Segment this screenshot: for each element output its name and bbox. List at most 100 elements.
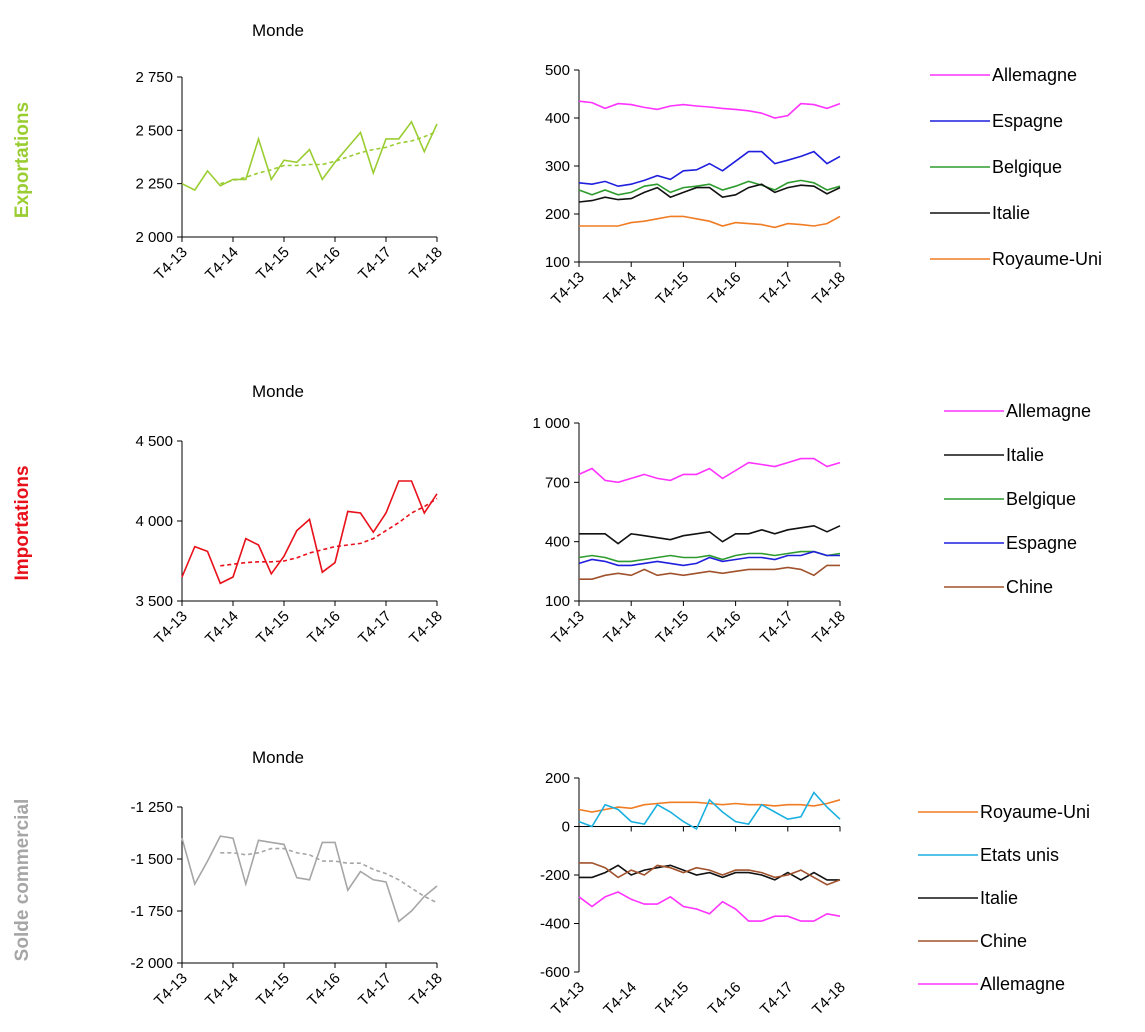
x-tick-label: T4-15 xyxy=(652,979,692,1019)
series-line-espagne xyxy=(578,150,841,188)
series-line-italie xyxy=(579,524,841,545)
y-tick-label: 4 000 xyxy=(135,513,173,530)
x-tick-label: T4-17 xyxy=(757,979,797,1019)
legend-label: Belgique xyxy=(1006,489,1076,509)
x-tick-label: T4-15 xyxy=(652,269,692,309)
y-tick-label: 4 500 xyxy=(135,433,173,450)
row-label-1: Exportations xyxy=(12,102,33,218)
y-tick-label: 200 xyxy=(545,206,570,223)
x-tick-label: T4-15 xyxy=(253,244,293,284)
x-tick-label: T4-13 xyxy=(151,970,191,1010)
legend-label: Allemagne xyxy=(1006,401,1091,421)
x-tick-label: T4-15 xyxy=(652,608,692,648)
x-tick-label: T4-17 xyxy=(757,269,797,309)
series-line-belgique xyxy=(578,550,841,563)
chart-panel-3: Monde 3 500 4 000 4 500 T4-13 T4-14 T4-15 T4-16… xyxy=(135,382,445,648)
y-tick-label: 2 250 xyxy=(135,176,173,193)
row-label-3: Solde commercial xyxy=(12,799,33,962)
y-tick-label: 500 xyxy=(545,62,570,79)
x-tick-label: T4-15 xyxy=(253,970,293,1010)
series-line-royaume-uni xyxy=(579,215,841,229)
legend-label: Italie xyxy=(980,888,1018,908)
chart-title: Monde xyxy=(252,382,304,401)
legend-label: Etats unis xyxy=(980,845,1059,865)
x-tick-label: T4-14 xyxy=(202,608,242,648)
series-line-royaume-uni xyxy=(578,799,841,813)
series-line-monde xyxy=(181,835,438,923)
x-tick-label: T4-14 xyxy=(600,979,640,1019)
series-line-chine xyxy=(579,564,840,581)
x-tick-label: T4-13 xyxy=(151,244,191,284)
series-line-trend xyxy=(220,847,438,904)
chart-panel-4: 100 400 700 1 000 T4-13 T4-14 T4-15 T4-16 T4-17 T… xyxy=(532,401,1091,648)
legend-label: Chine xyxy=(1006,577,1053,597)
series-line-allemagne xyxy=(578,891,841,922)
y-tick-label: 1 000 xyxy=(532,415,570,432)
legend-label: Italie xyxy=(1006,445,1044,465)
y-tick-label: 700 xyxy=(545,474,570,491)
x-tick-label: T4-16 xyxy=(304,244,344,284)
x-tick-label: T4-13 xyxy=(548,269,588,309)
legend: Royaume-Uni Etats unis Italie Chine Allemagn… xyxy=(918,802,1090,994)
y-tick-label: 2 000 xyxy=(135,229,173,246)
x-tick-label: T4-17 xyxy=(355,608,395,648)
x-tick-label: T4-18 xyxy=(406,970,446,1010)
y-tick-label: 400 xyxy=(545,110,570,127)
y-tick-label: -1 750 xyxy=(130,903,173,920)
x-tick-label: T4-13 xyxy=(548,979,588,1019)
y-tick-label: -1 500 xyxy=(130,851,173,868)
y-tick-label: 2 750 xyxy=(135,69,173,86)
chart-panel-6: -600 -400 -200 0 200 T4-13 T4-14 T4-15 T4-16 T4-1… xyxy=(540,770,1090,1019)
legend-label: Royaume-Uni xyxy=(992,249,1102,269)
y-tick-label: 300 xyxy=(545,158,570,175)
y-tick-label: -1 250 xyxy=(130,799,173,816)
x-tick-label: T4-18 xyxy=(809,979,849,1019)
y-tick-label: 200 xyxy=(545,770,570,787)
series-line-monde xyxy=(181,120,438,192)
y-tick-label: -200 xyxy=(540,867,570,884)
series-line-espagne xyxy=(578,550,840,567)
x-tick-label: T4-18 xyxy=(809,608,849,648)
x-tick-label: T4-15 xyxy=(253,608,293,648)
series-line-italie xyxy=(578,183,841,203)
x-tick-label: T4-16 xyxy=(705,979,745,1019)
legend-label: Espagne xyxy=(1006,533,1077,553)
x-tick-label: T4-16 xyxy=(304,970,344,1010)
chart-title: Monde xyxy=(252,21,304,40)
legend-label: Allemagne xyxy=(992,65,1077,85)
series-line-allemagne xyxy=(578,457,841,484)
series-line-allemagne xyxy=(578,100,841,119)
legend-label: Italie xyxy=(992,203,1030,223)
x-tick-label: T4-13 xyxy=(151,608,191,648)
x-tick-label: T4-14 xyxy=(202,970,242,1010)
legend-label: Chine xyxy=(980,931,1027,951)
series-line-monde xyxy=(181,480,438,585)
x-tick-label: T4-18 xyxy=(406,608,446,648)
legend-label: Belgique xyxy=(992,157,1062,177)
series-line-trend xyxy=(220,497,438,567)
legend: Allemagne Espagne Belgique Italie Royaume-Un… xyxy=(930,65,1102,269)
series-line-etats-unis xyxy=(578,791,841,831)
x-tick-label: T4-17 xyxy=(355,970,395,1010)
series-line-italie xyxy=(579,864,840,881)
x-tick-label: T4-16 xyxy=(705,608,745,648)
x-tick-label: T4-13 xyxy=(548,608,588,648)
chart-panel-5: Monde -2 000 -1 750 -1 500 -1 250 T4-13 T4-14 T… xyxy=(130,748,445,1010)
legend-label: Allemagne xyxy=(980,974,1065,994)
x-tick-label: T4-14 xyxy=(600,608,640,648)
legend: Allemagne Italie Belgique Espagne Chine xyxy=(944,401,1091,597)
y-tick-label: 0 xyxy=(562,819,570,836)
x-tick-label: T4-17 xyxy=(355,244,395,284)
legend-label: Espagne xyxy=(992,111,1063,131)
x-tick-label: T4-16 xyxy=(705,269,745,309)
chart-panel-2: 100 200 300 400 500 T4-13 T4-14 T4-15 T4-16 T4-17… xyxy=(545,62,1102,309)
x-tick-label: T4-18 xyxy=(809,269,849,309)
series-line-belgique xyxy=(578,179,841,196)
series-line-trend xyxy=(220,130,438,185)
y-tick-label: 100 xyxy=(545,254,570,271)
y-tick-label: -400 xyxy=(540,916,570,933)
y-tick-label: 400 xyxy=(545,534,570,551)
x-tick-label: T4-17 xyxy=(757,608,797,648)
y-tick-label: 3 500 xyxy=(135,593,173,610)
